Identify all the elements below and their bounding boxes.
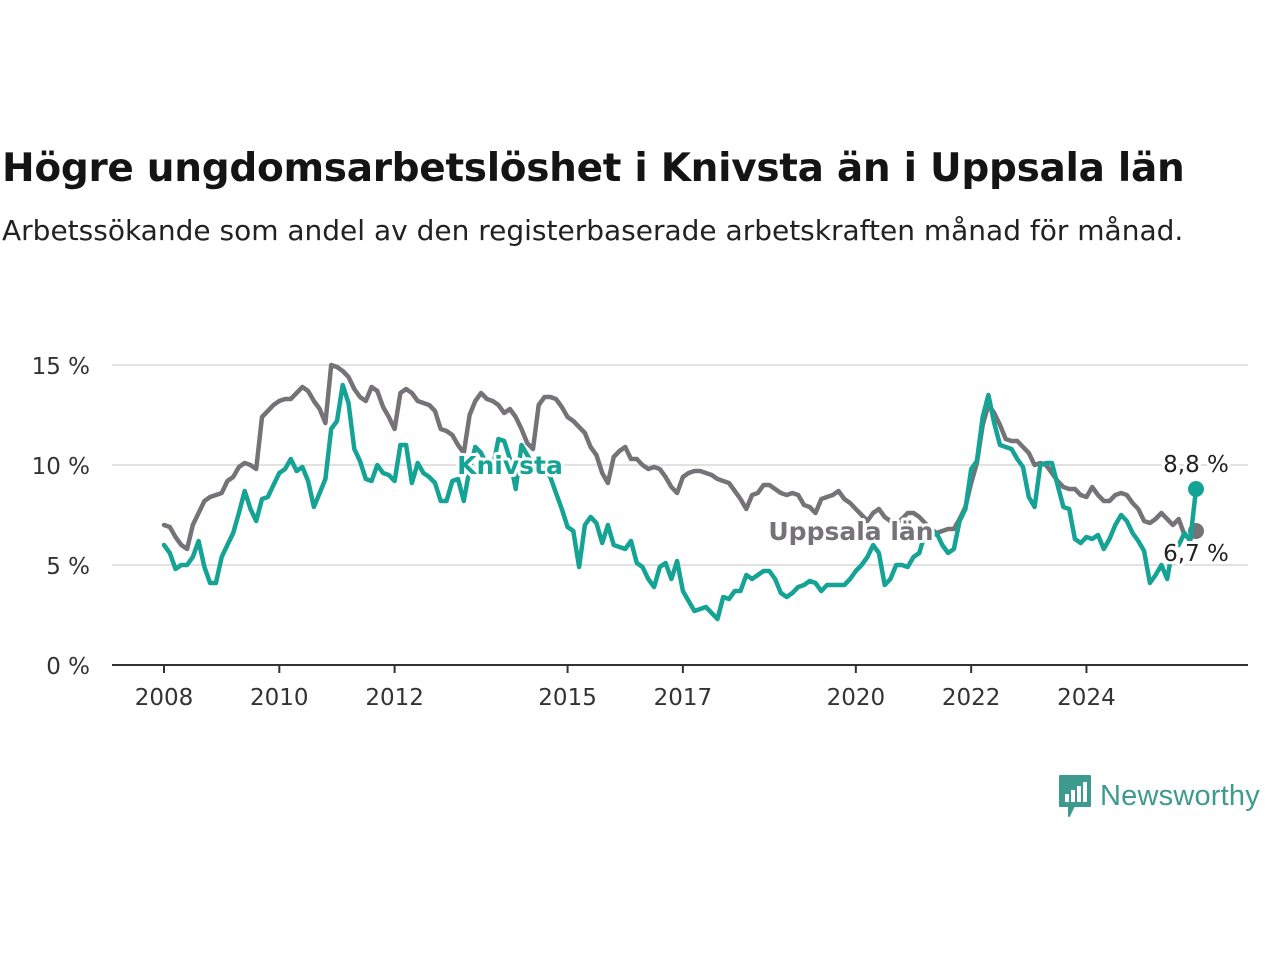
y-axis: 0 % 5 % 10 % 15 % [32,354,90,680]
brand[interactable]: Newsworthy [1058,774,1260,818]
end-label-knivsta-halo: 8,8 % [1163,452,1229,478]
y-tick-label: 15 % [32,354,90,380]
series-label-uppsala-lan-halo: Uppsala län [768,517,933,546]
end-point [1188,481,1204,497]
x-tick-label: 2022 [942,685,1001,711]
end-label-uppsala-lan: 6,7 % [1163,541,1229,567]
x-tick-label: 2012 [365,685,424,711]
chart-subtitle: Arbetssökande som andel av den registerb… [2,214,1184,247]
y-tick-label: 5 % [46,554,90,580]
series-label-knivsta: Knivsta [457,451,563,480]
series-lines [161,362,1204,622]
series-label-knivsta-halo: Knivsta [457,451,563,480]
end-label-knivsta: 8,8 % [1163,452,1229,478]
x-tick-label: 2017 [654,685,713,711]
y-tick-label: 0 % [46,654,90,680]
newsworthy-logo-icon [1059,775,1091,817]
series-line-uppsala-län [161,362,1199,552]
x-tick-label: 2024 [1057,685,1116,711]
x-tick-label: 2020 [827,685,886,711]
y-tick-label: 10 % [32,454,90,480]
brand-name: Newsworthy [1100,779,1260,812]
x-tick-label: 2010 [250,685,309,711]
x-axis: 2008 2010 2012 2015 2017 2020 2022 2024 [112,664,1248,711]
series-label-uppsala-lan: Uppsala län [768,517,933,546]
grid-lines [112,364,1248,566]
x-tick-label: 2015 [538,685,597,711]
end-label-uppsala-lan-halo: 6,7 % [1163,541,1229,567]
x-tick-label: 2008 [135,685,194,711]
chart-title: Högre ungdomsarbetslöshet i Knivsta än i… [2,146,1185,191]
series-line-knivsta [161,382,1199,622]
